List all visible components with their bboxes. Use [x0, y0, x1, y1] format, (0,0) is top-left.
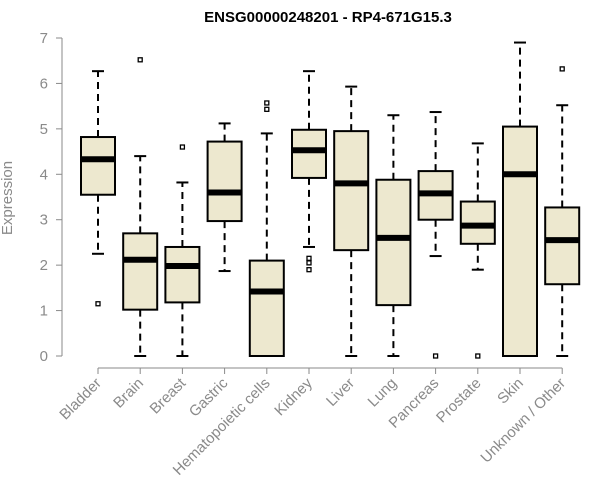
x-tick-label: Breast — [147, 374, 190, 417]
box-lung — [375, 114, 412, 357]
x-tick-label: Prostate — [433, 375, 485, 427]
y-axis: 0 1 2 3 4 5 6 7 — [40, 30, 63, 365]
outlier-point — [306, 260, 312, 266]
outlier-point — [179, 144, 186, 150]
iqr-box — [80, 136, 116, 196]
iqr-box — [122, 232, 159, 311]
box-kidney — [291, 70, 327, 273]
box-prostate — [459, 142, 496, 359]
chart-title: ENSG00000248201 - RP4-671G15.3 — [204, 9, 452, 26]
x-tick-label: Bladder — [56, 375, 105, 424]
x-tick-label: Brain — [110, 375, 147, 412]
iqr-box — [206, 140, 243, 223]
outlier-point — [559, 66, 565, 72]
box-unknown-other — [544, 66, 581, 357]
x-tick-label: Lung — [365, 375, 401, 411]
iqr-box — [164, 245, 201, 304]
outlier-point — [475, 353, 481, 359]
boxes-group — [80, 41, 581, 359]
x-tick-label: Liver — [323, 375, 358, 410]
y-tick-label: 7 — [40, 30, 48, 47]
iqr-box — [291, 128, 327, 179]
outlier-point — [264, 100, 270, 106]
outlier-point — [306, 267, 312, 273]
y-tick-label: 4 — [40, 166, 48, 183]
box-breast — [164, 144, 201, 357]
outlier-point — [306, 255, 312, 261]
y-axis-label: Expression — [0, 161, 16, 235]
x-tick-label: Skin — [494, 375, 527, 408]
iqr-box — [544, 206, 581, 286]
box-hematopoietic-cells — [248, 100, 285, 358]
y-tick-label: 1 — [40, 303, 48, 320]
y-tick-label: 0 — [40, 348, 48, 365]
box-pancreas — [417, 111, 454, 359]
outlier-point — [137, 57, 143, 63]
outlier-point — [264, 106, 270, 112]
box-liver — [333, 85, 370, 357]
iqr-box — [333, 130, 370, 252]
iqr-box — [248, 259, 285, 358]
y-tick-label: 3 — [40, 212, 48, 229]
y-tick-label: 2 — [40, 257, 48, 274]
outlier-point — [432, 353, 439, 359]
box-skin — [502, 41, 538, 358]
y-tick-label: 6 — [40, 75, 48, 92]
outlier-point — [95, 301, 101, 307]
box-gastric — [206, 122, 243, 273]
y-tick-label: 5 — [40, 121, 48, 138]
iqr-box — [502, 125, 538, 358]
box-bladder — [80, 70, 116, 307]
iqr-box — [375, 178, 412, 307]
box-brain — [122, 57, 159, 357]
x-tick-label: Kidney — [271, 374, 316, 419]
